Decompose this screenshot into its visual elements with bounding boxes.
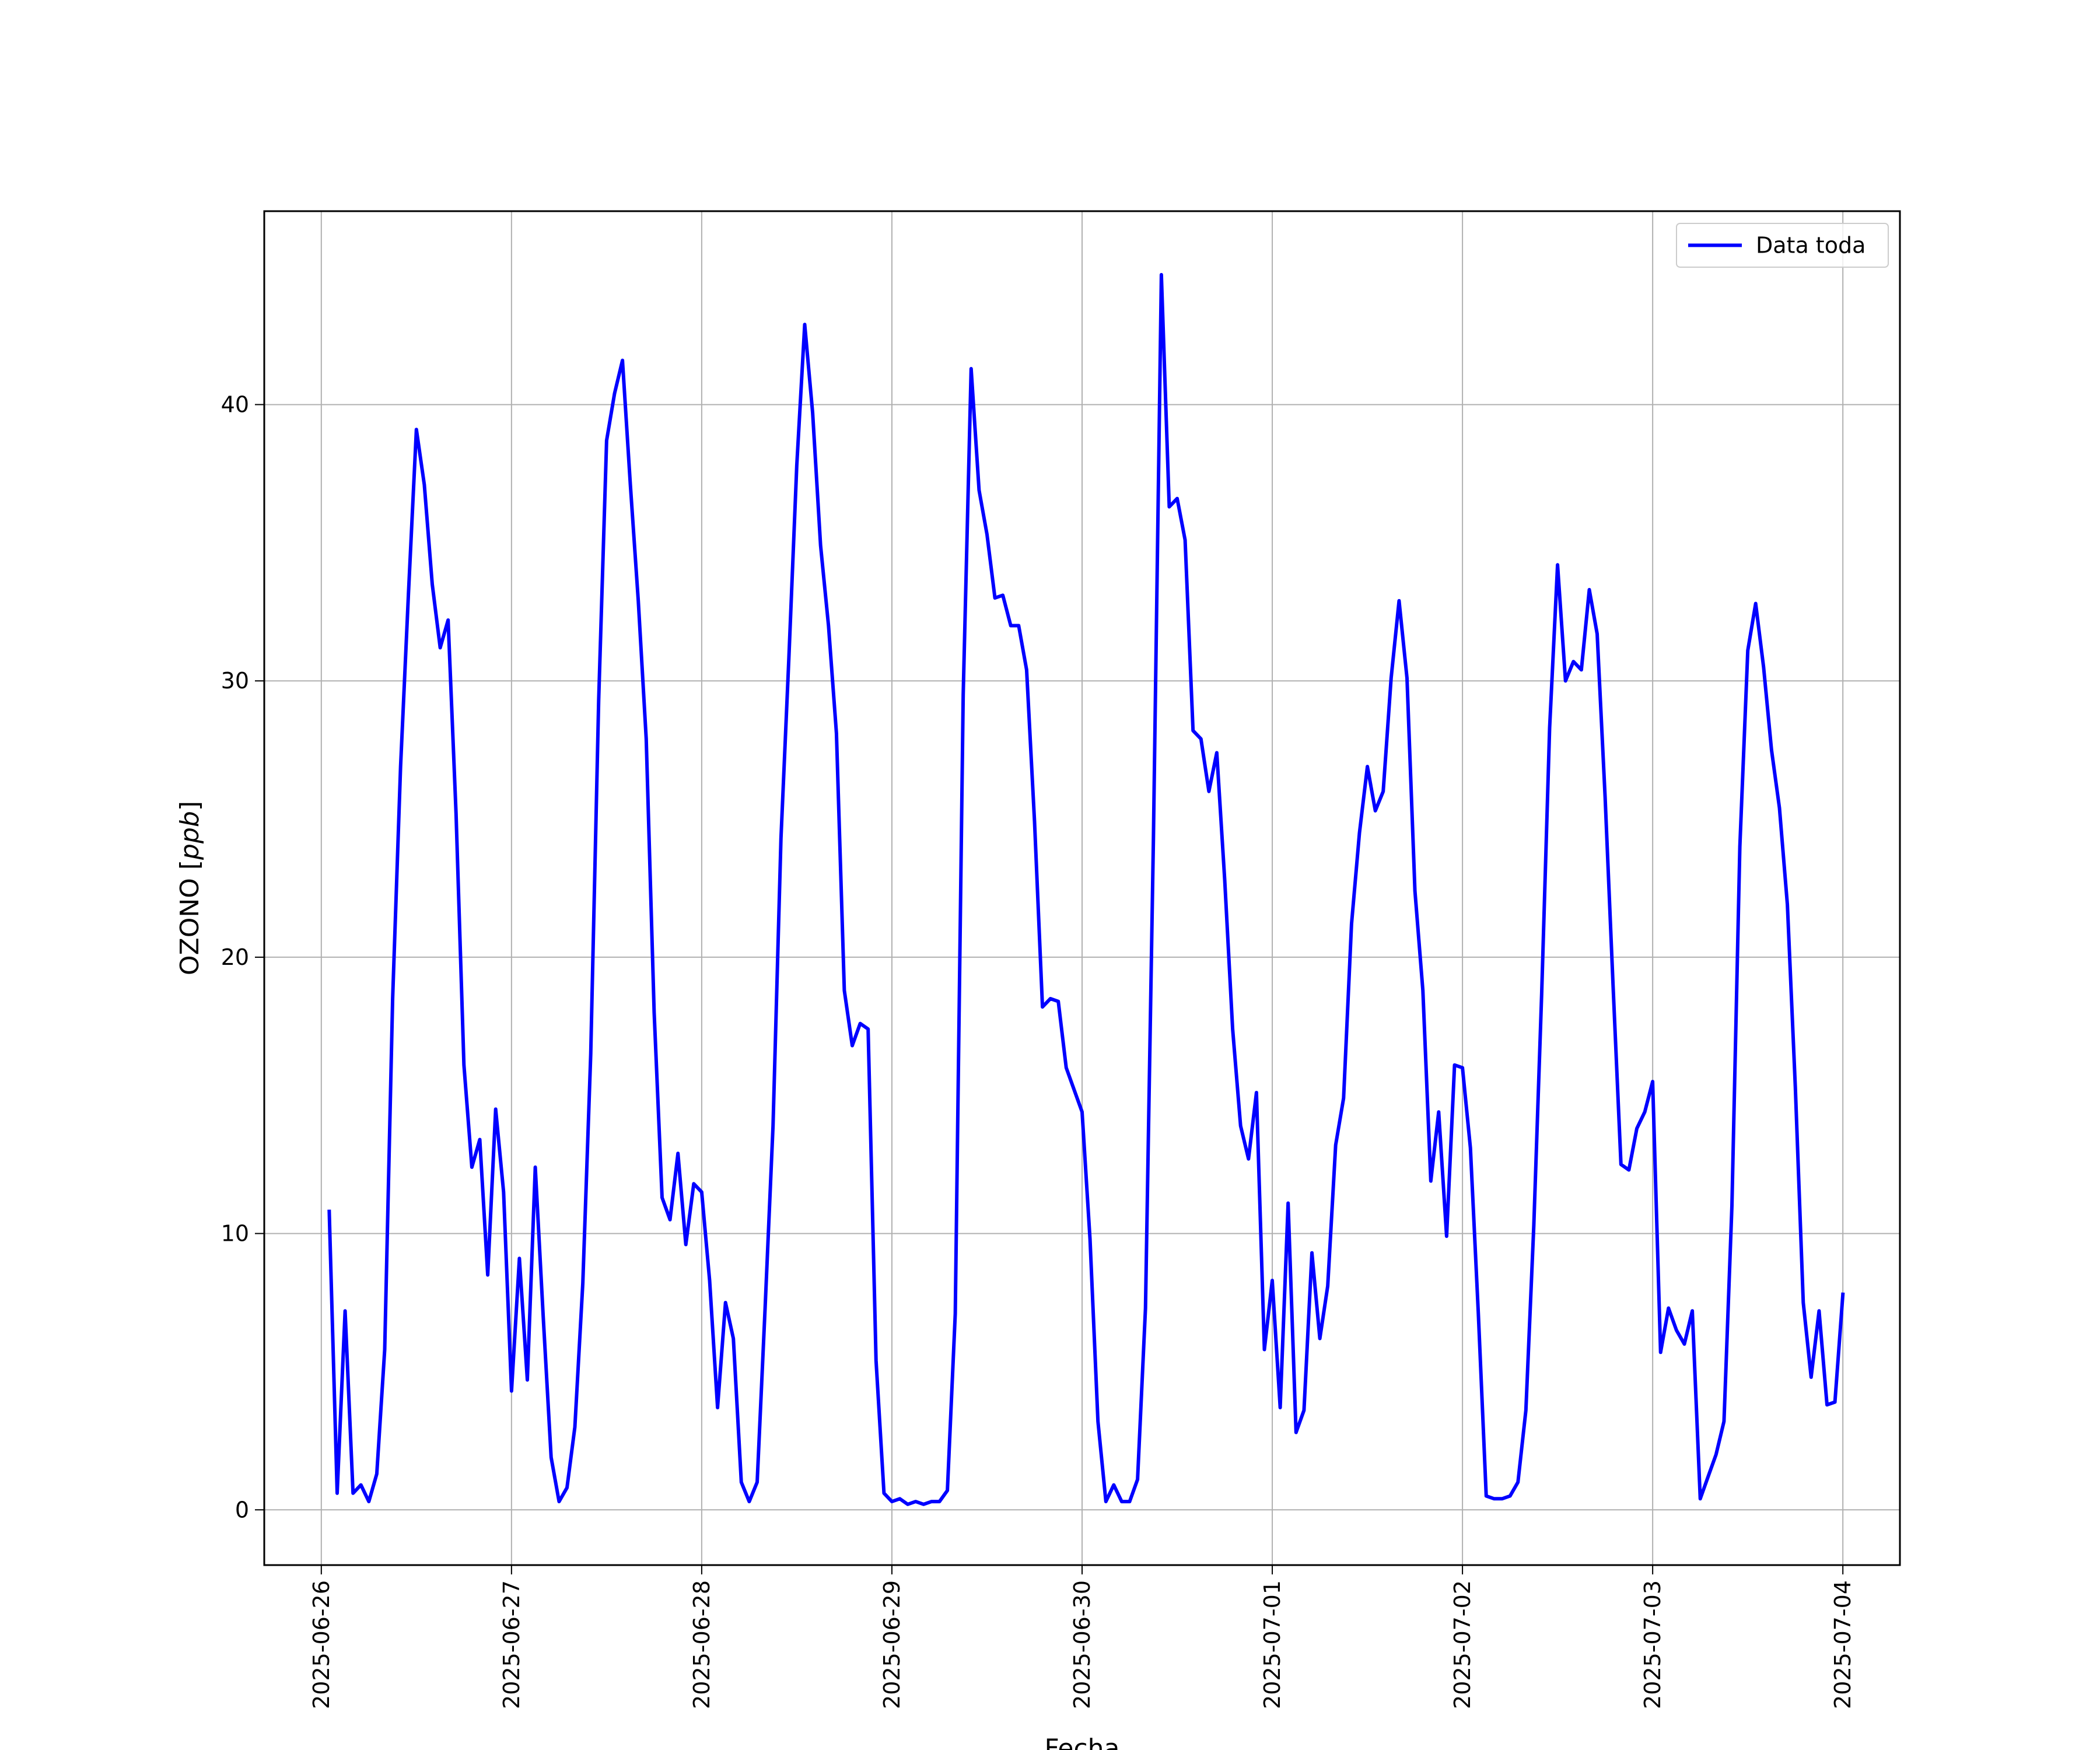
x-tick-label: 2025-06-29 [879,1580,905,1709]
y-tick-label: 30 [221,668,249,694]
y-axis-label-close: ] [175,801,205,811]
x-tick-label: 2025-07-03 [1640,1580,1665,1709]
y-tick-label: 0 [235,1497,249,1522]
x-tick-label: 2025-07-01 [1259,1580,1285,1709]
legend-box [1676,223,1889,268]
series-layer [327,272,1845,1506]
y-tick-label: 40 [221,392,249,418]
x-tick-label: 2025-07-02 [1450,1580,1475,1709]
grid-lines [264,211,1900,1565]
x-tick-label: 2025-06-26 [309,1580,334,1709]
y-axis-label-unit: ppb [175,811,205,860]
y-axis-label: OZONO [ppb] [175,801,205,975]
series-line [327,272,1845,1506]
legend-label: Data toda [1756,233,1866,258]
y-axis-label-main: OZONO [ [175,860,205,975]
x-tick-label: 2025-07-04 [1830,1580,1856,1709]
axis-ticks: 2025-06-26 2025-06-27 2025-06-28 2025-06-29… [221,392,1856,1709]
x-tick-label: 2025-06-27 [499,1580,524,1709]
x-tick-label: 2025-06-28 [689,1580,715,1709]
x-tick-label: 2025-06-30 [1069,1580,1095,1709]
y-tick-label: 20 [221,944,249,970]
y-tick-label: 10 [221,1221,249,1247]
legend: Data toda [1676,223,1889,268]
x-axis-label: Fecha [1044,1734,1119,1750]
